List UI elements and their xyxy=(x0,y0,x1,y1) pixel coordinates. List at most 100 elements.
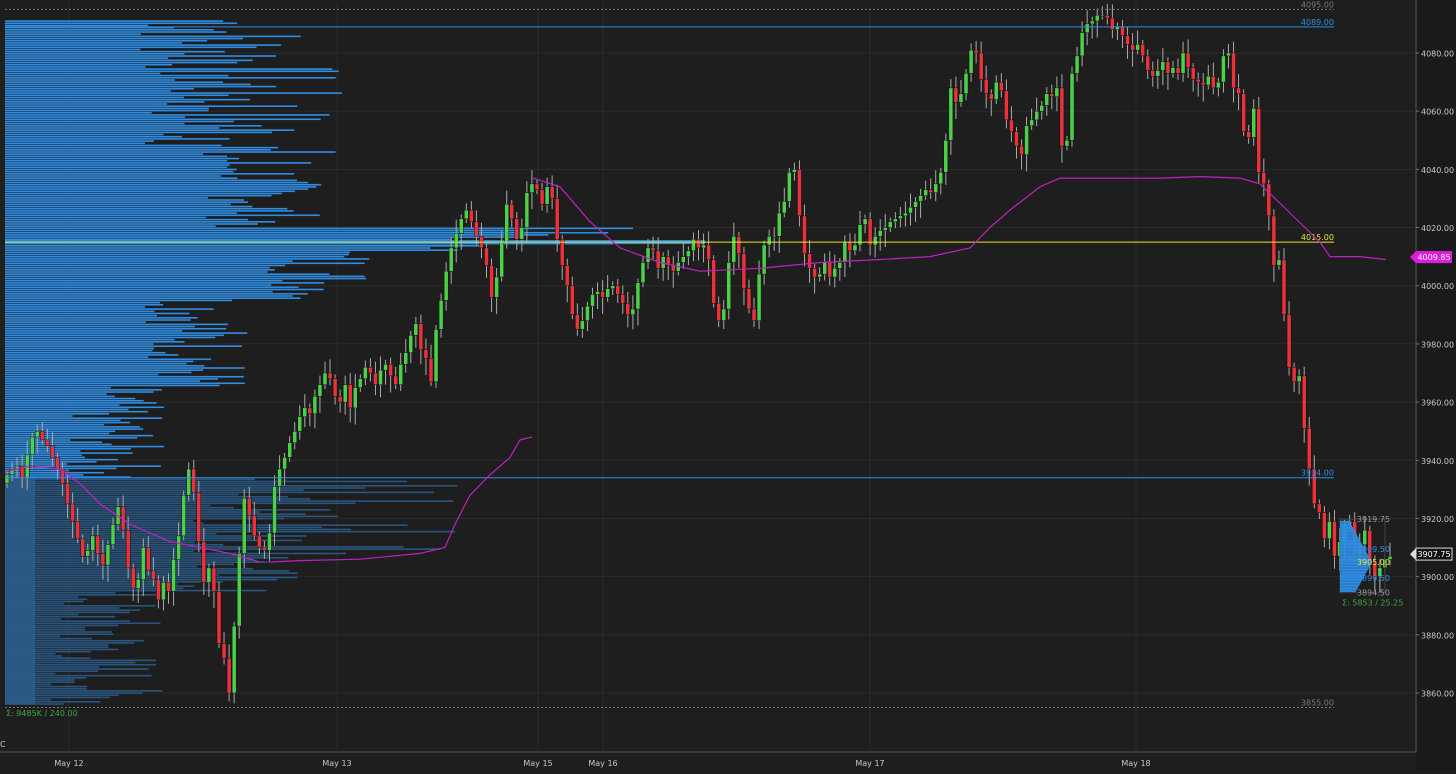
profile-bar xyxy=(5,367,245,369)
candle-body xyxy=(418,323,424,350)
candle-body xyxy=(1281,259,1287,316)
candle-body xyxy=(45,439,50,446)
profile-bar xyxy=(5,607,120,609)
profile-bar xyxy=(5,389,162,391)
mini-profile-bar xyxy=(1340,562,1372,565)
candle-body xyxy=(580,320,585,330)
candle-body xyxy=(1145,55,1150,71)
candle-body xyxy=(615,285,620,295)
profile-bar xyxy=(5,321,146,323)
candle-body xyxy=(565,265,570,286)
profile-bar xyxy=(5,181,309,184)
profile-bar xyxy=(5,85,277,88)
mini-profile-bar xyxy=(1340,536,1359,539)
profile-bar xyxy=(5,50,225,53)
candle-body xyxy=(817,273,822,278)
profile-bar xyxy=(5,498,311,500)
candle-body xyxy=(110,524,116,545)
profile-bar xyxy=(5,282,325,284)
mini-profile-bar xyxy=(1340,560,1372,562)
profile-bar xyxy=(5,445,165,448)
profile-bar xyxy=(5,138,230,140)
mini-profile-bar xyxy=(1340,587,1358,590)
candle-body xyxy=(282,457,287,470)
candle-body xyxy=(681,256,686,263)
profile-bar xyxy=(5,594,161,596)
vwap-price-badge xyxy=(1416,251,1452,264)
profile-bar xyxy=(5,395,115,398)
mini-profile-bar xyxy=(1340,571,1367,574)
profile-bar xyxy=(5,461,97,463)
profile-bar xyxy=(5,338,175,341)
profile-bar xyxy=(5,437,138,439)
profile-bar xyxy=(5,423,105,426)
profile-bar xyxy=(5,644,109,646)
profile-bar xyxy=(5,109,209,112)
candle-body xyxy=(948,87,954,141)
candle-body xyxy=(166,582,171,592)
candle-body xyxy=(443,270,449,301)
candle-body xyxy=(903,212,908,217)
profile-bar xyxy=(5,698,52,701)
profile-bar xyxy=(5,162,312,164)
mini-profile-bar xyxy=(1340,573,1366,575)
profile-bar xyxy=(5,421,131,424)
y-tick-label: 3940.00 xyxy=(1421,457,1454,466)
candle-body xyxy=(787,172,792,202)
profile-bar xyxy=(5,454,82,457)
candle-body xyxy=(1155,70,1161,77)
mini-profile-bar xyxy=(1340,532,1356,534)
candle-body xyxy=(978,52,984,80)
profile-bar xyxy=(5,101,205,103)
x-tick-label: May 16 xyxy=(588,759,617,768)
candle-body xyxy=(242,497,247,554)
profile-bar xyxy=(5,39,208,42)
candle-body xyxy=(918,195,923,202)
profile-bar xyxy=(5,469,69,472)
candle-body xyxy=(156,579,161,601)
candle-body xyxy=(827,262,832,278)
profile-bar xyxy=(5,260,293,262)
candle-body xyxy=(181,494,186,537)
candle-body xyxy=(857,224,863,246)
candle-body xyxy=(433,329,439,382)
profile-bar xyxy=(5,441,102,443)
candle-body xyxy=(1019,145,1024,156)
profile-bar xyxy=(5,467,117,470)
profile-bar xyxy=(5,61,238,64)
high-ref-label: 4095.00 xyxy=(1301,0,1334,9)
candle-body xyxy=(413,323,419,336)
mini-profile-bar xyxy=(1340,523,1352,526)
profile-bar xyxy=(5,591,116,594)
profile-bar xyxy=(5,373,159,376)
profile-bar xyxy=(5,24,149,27)
candle-body xyxy=(332,378,338,397)
candle-body xyxy=(1059,87,1065,147)
candle-body xyxy=(161,582,166,601)
candle-body xyxy=(1095,14,1100,22)
profile-bar xyxy=(5,92,342,94)
candle-body xyxy=(1377,567,1383,577)
profile-bar xyxy=(5,485,458,487)
profile-bar xyxy=(5,295,293,297)
profile-bar xyxy=(5,583,178,585)
profile-bar xyxy=(5,554,269,557)
candle-body xyxy=(236,553,242,627)
candle-body xyxy=(837,262,843,269)
candle-body xyxy=(872,236,878,246)
candle-body xyxy=(943,140,949,173)
profile-bar xyxy=(5,133,164,136)
last-badge-arrow xyxy=(1410,548,1416,561)
candle-body xyxy=(85,550,90,557)
mini-profile-bar xyxy=(1340,577,1364,579)
candle-body xyxy=(136,579,141,589)
candle-body xyxy=(267,532,272,551)
candle-body xyxy=(206,567,212,583)
mini-profile-bar xyxy=(1340,561,1372,563)
profile-bar xyxy=(5,637,92,640)
candle-body xyxy=(1170,67,1176,74)
candle-body xyxy=(130,567,136,589)
candle-body xyxy=(1246,131,1251,138)
candle-body xyxy=(474,221,479,237)
